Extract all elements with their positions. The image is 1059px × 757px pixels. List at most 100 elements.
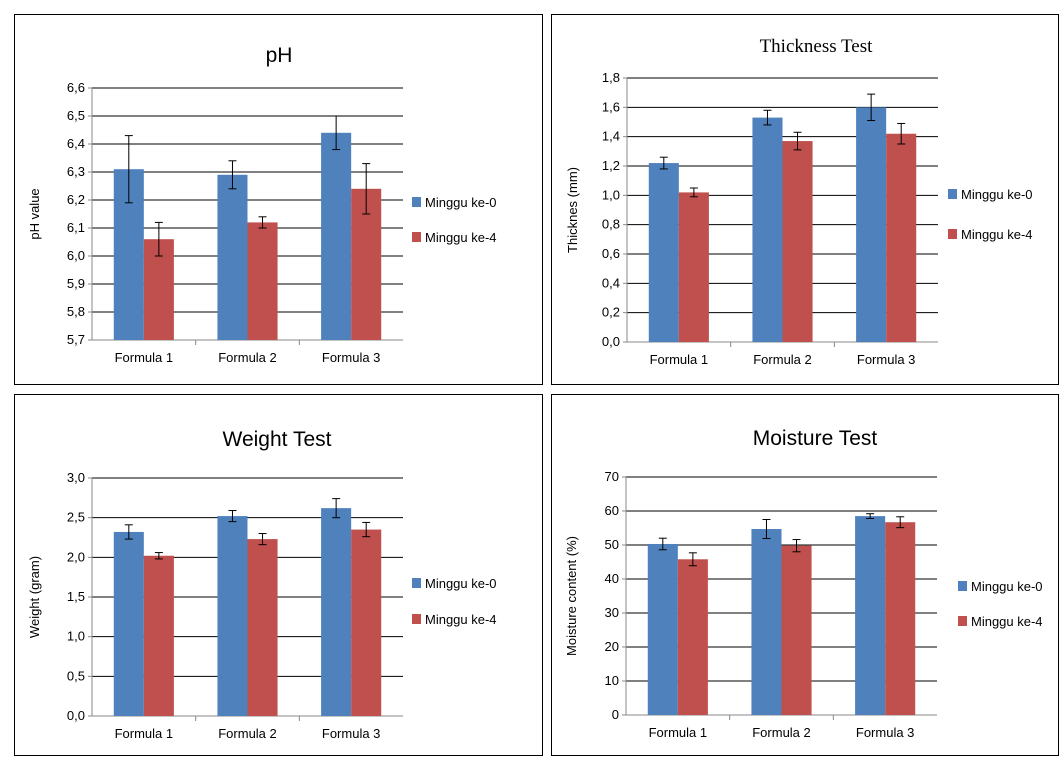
y-tick-label: 6,5	[67, 108, 85, 123]
y-tick-label: 70	[605, 469, 619, 484]
y-tick-label: 2,0	[67, 549, 85, 564]
bar	[885, 522, 916, 715]
legend-label: Minggu ke-0	[971, 579, 1043, 594]
y-tick-label: 30	[605, 605, 619, 620]
bar	[143, 555, 174, 716]
bar	[321, 508, 352, 716]
y-tick-label: 1,0	[602, 187, 620, 202]
y-tick-label: 1,8	[602, 70, 620, 85]
y-tick-label: 6,3	[67, 164, 85, 179]
bar	[751, 529, 782, 715]
x-tick-label: Formula 2	[218, 350, 277, 365]
thickness-chart-panel: Thickness Test 0,0 0,2 0,4 0,6 0,8 1,0 1,2 1,4 1,…	[551, 14, 1059, 385]
moisture-chart-panel: Moisture Test 0 10 20 30 40 50 60 70 Moisture con…	[551, 394, 1059, 756]
chart-title: pH	[266, 44, 293, 67]
legend-label: Minggu ke-4	[961, 227, 1033, 242]
legend-swatch	[412, 197, 421, 207]
y-tick-label: 1,0	[67, 629, 85, 644]
ph-chart: pH 5,7 5,8 5,9 6,0 6,1 6,2 6,3 6,4 6,5 6,6 pH value…	[27, 44, 497, 365]
y-tick-label: 10	[605, 673, 619, 688]
weight-chart: Weight Test 0,0 0,5 1,0 1,5 2,0 2,5 3,0 Weight (…	[27, 428, 497, 741]
bar	[247, 222, 278, 340]
y-axis-label: Weight (gram)	[27, 556, 42, 638]
x-tick-label: Formula 1	[115, 726, 174, 741]
ph-chart-panel: pH 5,7 5,8 5,9 6,0 6,1 6,2 6,3 6,4 6,5 6,6 pH value…	[14, 14, 543, 385]
x-tick-label: Formula 1	[649, 725, 708, 740]
y-tick-label: 5,9	[67, 276, 85, 291]
x-tick-label: Formula 1	[650, 352, 709, 367]
bar	[647, 543, 678, 715]
y-tick-label: 6,1	[67, 220, 85, 235]
legend-swatch	[958, 581, 967, 591]
bar	[781, 545, 812, 715]
x-tick-label: Formula 3	[857, 352, 916, 367]
y-tick-label: 1,2	[602, 158, 620, 173]
x-tick-label: Formula 2	[753, 352, 812, 367]
bar	[351, 529, 382, 716]
y-tick-label: 0,5	[67, 668, 85, 683]
legend-swatch	[412, 232, 421, 242]
x-tick-label: Formula 2	[218, 726, 277, 741]
chart-title: Moisture Test	[753, 427, 878, 450]
legend-swatch	[412, 578, 421, 588]
legend-label: Minggu ke-0	[425, 576, 497, 591]
y-axis-label: Moisture content (%)	[564, 536, 579, 656]
bar	[677, 559, 708, 715]
bar	[321, 132, 352, 340]
legend-label: Minggu ke-4	[425, 230, 497, 245]
y-tick-label: 3,0	[67, 470, 85, 485]
bar	[752, 117, 783, 342]
legend-swatch	[958, 616, 967, 626]
legend-swatch	[948, 189, 957, 199]
bar	[648, 163, 679, 342]
x-tick-label: Formula 3	[322, 350, 381, 365]
bar	[247, 539, 278, 716]
y-tick-label: 6,0	[67, 248, 85, 263]
x-tick-label: Formula 1	[115, 350, 174, 365]
weight-chart-panel: Weight Test 0,0 0,5 1,0 1,5 2,0 2,5 3,0 Weight (…	[14, 394, 543, 756]
bar	[217, 516, 248, 716]
chart-title: Thickness Test	[760, 36, 874, 57]
y-tick-label: 0	[612, 707, 619, 722]
y-tick-label: 6,6	[67, 80, 85, 95]
y-tick-label: 20	[605, 639, 619, 654]
y-tick-label: 1,6	[602, 99, 620, 114]
y-tick-label: 0,0	[67, 708, 85, 723]
bar	[855, 516, 886, 715]
bar	[856, 107, 887, 342]
bar	[113, 531, 144, 716]
x-tick-label: Formula 3	[322, 726, 381, 741]
legend-label: Minggu ke-4	[971, 614, 1043, 629]
bar	[886, 133, 917, 342]
thickness-chart: Thickness Test 0,0 0,2 0,4 0,6 0,8 1,0 1,2 1,4 1,…	[565, 36, 1033, 367]
y-tick-label: 0,6	[602, 246, 620, 261]
y-tick-label: 5,8	[67, 304, 85, 319]
legend-swatch	[948, 229, 957, 239]
y-tick-label: 5,7	[67, 332, 85, 347]
x-tick-label: Formula 3	[856, 725, 915, 740]
legend-label: Minggu ke-4	[425, 612, 497, 627]
bar	[678, 192, 709, 342]
y-tick-label: 0,8	[602, 217, 620, 232]
chart-title: Weight Test	[223, 428, 332, 451]
legend-label: Minggu ke-0	[961, 187, 1033, 202]
y-tick-label: 0,4	[602, 275, 620, 290]
y-tick-label: 60	[605, 503, 619, 518]
y-tick-label: 1,4	[602, 129, 620, 144]
y-tick-label: 6,2	[67, 192, 85, 207]
y-tick-label: 0,2	[602, 305, 620, 320]
legend-label: Minggu ke-0	[425, 195, 497, 210]
bar	[782, 141, 813, 342]
legend-swatch	[412, 614, 421, 624]
y-tick-label: 2,5	[67, 510, 85, 525]
y-axis-label: Thicknes (mm)	[565, 167, 580, 253]
y-tick-label: 6,4	[67, 136, 85, 151]
y-tick-label: 40	[605, 571, 619, 586]
y-tick-label: 0,0	[602, 334, 620, 349]
moisture-chart: Moisture Test 0 10 20 30 40 50 60 70 Moisture con…	[564, 427, 1043, 740]
y-tick-label: 1,5	[67, 589, 85, 604]
y-axis-label: pH value	[27, 188, 42, 239]
x-tick-label: Formula 2	[752, 725, 811, 740]
y-tick-label: 50	[605, 537, 619, 552]
bar	[217, 174, 248, 340]
